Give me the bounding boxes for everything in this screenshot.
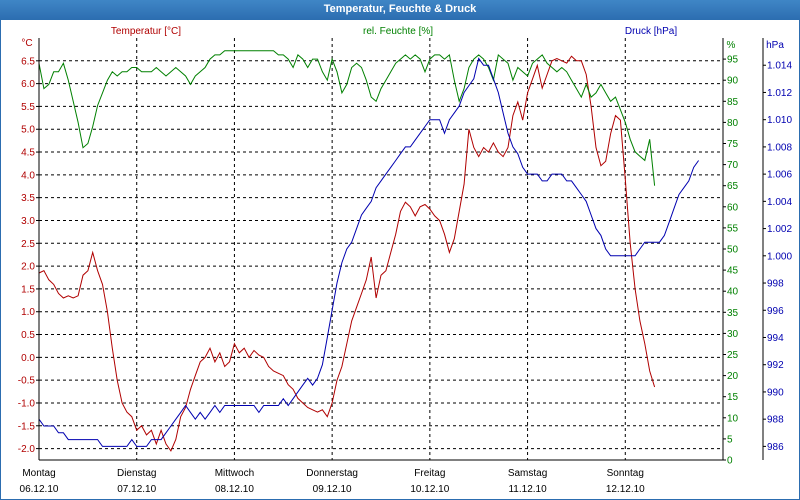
x-tick-day-label: Mittwoch xyxy=(215,468,254,479)
x-tick-date-label: 10.12.10 xyxy=(410,484,449,495)
tick-label-temperature: -0.5 xyxy=(18,376,36,387)
tick-label-humidity: 85 xyxy=(727,97,739,108)
tick-label-humidity: 15 xyxy=(727,392,739,403)
tick-label-pressure: 996 xyxy=(767,306,784,317)
x-tick-date-label: 08.12.10 xyxy=(215,484,254,495)
x-tick-day-label: Dienstag xyxy=(117,468,156,479)
tick-label-humidity: 5 xyxy=(727,434,733,445)
tick-label-temperature: 3.0 xyxy=(21,216,35,227)
tick-label-temperature: 1.5 xyxy=(21,284,35,295)
tick-label-temperature: 4.5 xyxy=(21,148,35,159)
tick-label-humidity: 10 xyxy=(727,413,739,424)
tick-label-humidity: 40 xyxy=(727,287,739,298)
x-tick-day-label: Freitag xyxy=(414,468,445,479)
x-tick-day-label: Montag xyxy=(22,468,55,479)
tick-label-pressure: 1.002 xyxy=(767,224,792,235)
series-line-temperature xyxy=(38,55,656,452)
tick-label-pressure: 1.008 xyxy=(767,142,792,153)
x-tick-day-label: Sonntag xyxy=(607,468,644,479)
tick-label-temperature: 1.0 xyxy=(21,307,35,318)
tick-label-humidity: 95 xyxy=(727,55,739,66)
tick-label-temperature: -1.5 xyxy=(18,421,36,432)
x-tick-date-label: 12.12.10 xyxy=(606,484,645,495)
series-layer xyxy=(38,50,700,452)
tick-label-temperature: 6.0 xyxy=(21,79,35,90)
axis-unit-pressure: hPa xyxy=(766,40,784,51)
x-tick-date-label: 09.12.10 xyxy=(313,484,352,495)
legend-pressure: Druck [hPa] xyxy=(625,26,677,37)
tick-label-humidity: 60 xyxy=(727,202,739,213)
tick-label-temperature: 2.5 xyxy=(21,239,35,250)
tick-label-pressure: 1.014 xyxy=(767,61,792,72)
tick-label-pressure: 1.010 xyxy=(767,115,792,126)
tick-label-pressure: 1.012 xyxy=(767,88,792,99)
tick-label-temperature: 5.5 xyxy=(21,102,35,113)
tick-label-pressure: 998 xyxy=(767,279,784,290)
tick-label-temperature: 0.0 xyxy=(21,353,35,364)
tick-label-pressure: 1.000 xyxy=(767,251,792,262)
tick-label-pressure: 990 xyxy=(767,387,784,398)
tick-label-temperature: 5.0 xyxy=(21,125,35,136)
tick-label-humidity: 35 xyxy=(727,308,739,319)
tick-label-temperature: -2.0 xyxy=(18,444,36,455)
legend-humidity: rel. Feuchte [%] xyxy=(363,26,433,37)
tick-label-humidity: 45 xyxy=(727,266,739,277)
tick-label-pressure: 1.006 xyxy=(767,170,792,181)
tick-label-temperature: 4.0 xyxy=(21,170,35,181)
tick-label-temperature: 3.5 xyxy=(21,193,35,204)
tick-label-pressure: 986 xyxy=(767,442,784,453)
tick-label-humidity: 75 xyxy=(727,139,739,150)
tick-label-humidity: 90 xyxy=(727,76,739,87)
tick-label-humidity: 80 xyxy=(727,118,739,129)
chart-frame: -2.0 -1.5 -1.0 -0.5 0.0 0.5 1.0 1.5 2.0 2.5 3.0 3.5… xyxy=(0,20,800,500)
x-tick-date-label: 11.12.10 xyxy=(508,484,547,495)
series-line-pressure xyxy=(38,57,700,447)
tick-label-temperature: 2.0 xyxy=(21,262,35,273)
tick-label-humidity: 55 xyxy=(727,223,739,234)
axis-layer: -2.0 -1.5 -1.0 -0.5 0.0 0.5 1.0 1.5 2.0 2.5 3.0 3.5… xyxy=(18,26,793,495)
x-tick-date-label: 07.12.10 xyxy=(117,484,156,495)
chart-title: Temperatur, Feuchte & Druck xyxy=(0,0,800,20)
x-tick-date-label: 06.12.10 xyxy=(20,484,59,495)
tick-label-humidity: 70 xyxy=(727,160,739,171)
series-line-humidity xyxy=(38,50,656,186)
x-tick-day-label: Donnerstag xyxy=(306,468,358,479)
tick-label-temperature: 6.5 xyxy=(21,56,35,67)
tick-label-pressure: 988 xyxy=(767,415,784,426)
tick-label-humidity: 25 xyxy=(727,350,739,361)
tick-label-humidity: 65 xyxy=(727,181,739,192)
tick-label-humidity: 0 xyxy=(727,456,733,467)
tick-label-pressure: 1.004 xyxy=(767,197,792,208)
tick-label-temperature: -1.0 xyxy=(18,398,36,409)
tick-label-pressure: 992 xyxy=(767,360,784,371)
tick-label-humidity: 50 xyxy=(727,245,739,256)
tick-label-humidity: 30 xyxy=(727,329,739,340)
chart-svg: -2.0 -1.5 -1.0 -0.5 0.0 0.5 1.0 1.5 2.0 2.5 3.0 3.5… xyxy=(18,26,793,495)
axis-unit-temperature: °C xyxy=(21,38,32,49)
axis-unit-humidity: % xyxy=(727,40,736,51)
legend-temperature: Temperatur [°C] xyxy=(111,26,181,37)
x-tick-day-label: Samstag xyxy=(508,468,547,479)
tick-label-pressure: 994 xyxy=(767,333,784,344)
grid-layer xyxy=(39,38,723,460)
tick-label-humidity: 20 xyxy=(727,371,739,382)
tick-label-temperature: 0.5 xyxy=(21,330,35,341)
